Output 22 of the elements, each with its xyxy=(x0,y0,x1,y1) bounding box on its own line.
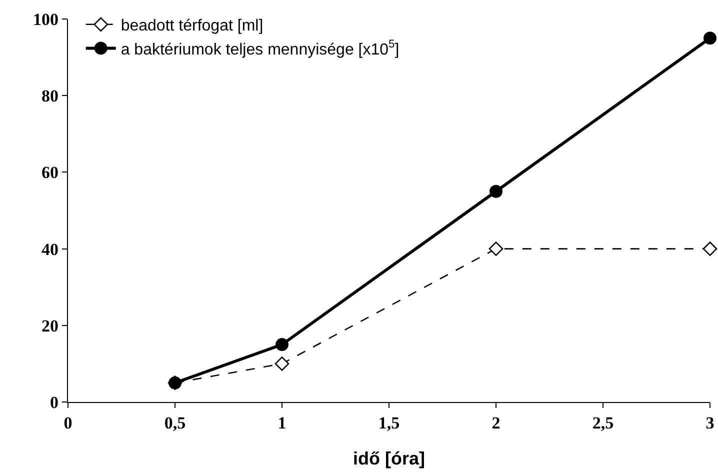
y-tick-label: 20 xyxy=(41,316,58,336)
point xyxy=(490,184,502,198)
x-tick-label: 1,5 xyxy=(378,414,400,433)
point xyxy=(274,356,290,371)
legend-label: a baktériumok teljes mennyisége [x10$^{5}$] xyxy=(120,38,400,58)
y-tick-label: 100 xyxy=(32,10,58,29)
y-tick-label: 80 xyxy=(41,86,58,106)
y-tick-label: 0 xyxy=(50,392,58,412)
x-tick-label: 3 xyxy=(706,414,714,433)
legend-label: beadott térfogat [ml] xyxy=(120,18,264,35)
x-tick-label: 0 xyxy=(64,414,72,433)
point xyxy=(702,242,718,256)
point xyxy=(276,338,288,352)
x-axis-title: idő [óra] xyxy=(353,448,425,469)
y-tick-label: 60 xyxy=(41,163,58,182)
x-tick-label: 2 xyxy=(492,414,500,433)
x-tick-label: 2,5 xyxy=(592,414,614,433)
point xyxy=(704,32,716,45)
y-tick-label: 40 xyxy=(41,240,58,259)
x-tick-label: 1 xyxy=(278,414,286,433)
point xyxy=(488,242,504,256)
x-tick-label: 0,5 xyxy=(164,414,186,433)
